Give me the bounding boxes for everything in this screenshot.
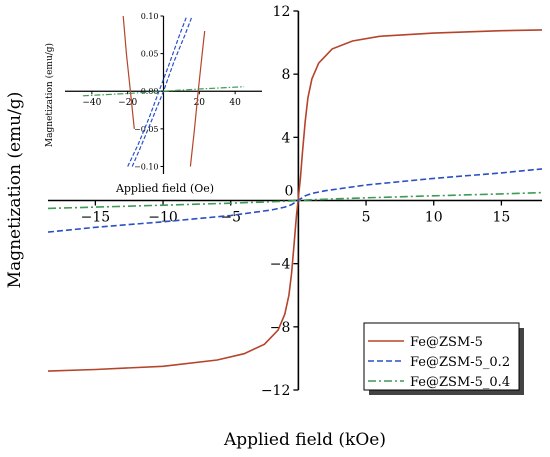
y-axis-label: Magnetization (emu/g) bbox=[5, 92, 25, 289]
inset-y-axis-label: Magnetization (emu/g) bbox=[44, 43, 55, 147]
y-tick-label: 8 bbox=[281, 67, 290, 83]
x-tick-label: 10 bbox=[425, 210, 443, 226]
inset-series-line-2 bbox=[189, 30, 206, 167]
legend: Fe@ZSM-5 Fe@ZSM-5_0.2 Fe@ZSM-5_0.4 bbox=[363, 322, 524, 395]
y-tick-label: 12 bbox=[273, 4, 291, 20]
series-line-1 bbox=[47, 29, 543, 372]
inset-series-line-1 bbox=[122, 15, 135, 129]
series-line-2 bbox=[47, 168, 543, 233]
main-plot-series bbox=[47, 29, 543, 372]
x-axis-label: Applied field (kOe) bbox=[223, 430, 386, 450]
main-plot-axes: −15 −10 −5 5 10 15 0 −12 −8 −4 4 8 12 bbox=[48, 4, 542, 399]
x-tick-label: −10 bbox=[148, 210, 178, 226]
inset-y-tick-label: −0.10 bbox=[134, 162, 159, 171]
inset-series-line-5 bbox=[82, 86, 245, 97]
inset-x-tick-label: −40 bbox=[82, 98, 101, 108]
legend-label-3: Fe@ZSM-5_0.4 bbox=[410, 375, 510, 390]
inset-series-line-4 bbox=[127, 15, 188, 167]
x-tick-label: 15 bbox=[492, 210, 510, 226]
y-tick-label: 4 bbox=[281, 130, 290, 146]
inset-y-tick-label: 0.05 bbox=[141, 50, 159, 59]
x-tick-label: −15 bbox=[81, 210, 111, 226]
origin-label: 0 bbox=[284, 184, 293, 200]
inset-plot: −40 −20 20 40−0.10−0.050.000.050.10Applied … bbox=[44, 12, 264, 195]
y-tick-label: −4 bbox=[270, 257, 291, 273]
legend-label-2: Fe@ZSM-5_0.2 bbox=[410, 355, 510, 370]
inset-x-axis-label: Applied field (Oe) bbox=[115, 182, 214, 195]
x-tick-label: 5 bbox=[362, 210, 371, 226]
legend-box bbox=[363, 322, 520, 391]
inset-y-tick-label: −0.05 bbox=[134, 125, 159, 134]
inset-x-tick-label: 40 bbox=[229, 98, 241, 108]
series-line-3 bbox=[47, 191, 543, 210]
y-tick-label: −8 bbox=[270, 320, 291, 336]
inset-x-tick-label: −20 bbox=[118, 98, 137, 108]
legend-label-1: Fe@ZSM-5 bbox=[410, 335, 483, 350]
inset-y-tick-label: 0.10 bbox=[141, 12, 159, 21]
x-tick-label: −5 bbox=[220, 210, 241, 226]
inset-x-tick-label: 20 bbox=[194, 98, 206, 108]
y-tick-label: −12 bbox=[261, 383, 291, 399]
